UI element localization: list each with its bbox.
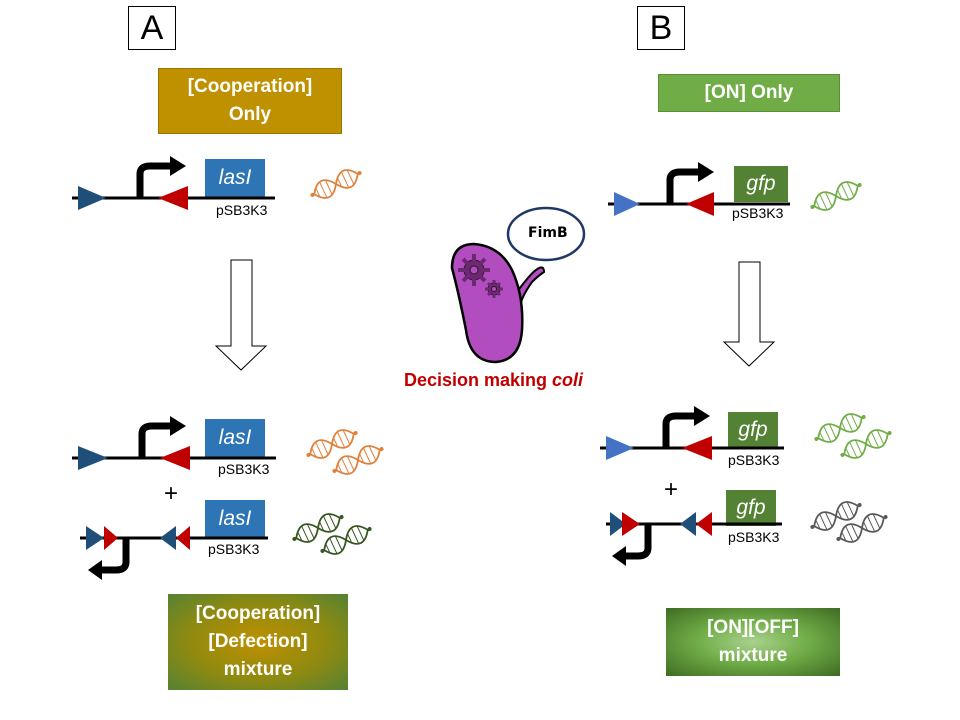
panel-a-bottom-title: [Cooperation] [Defection] mixture [168,594,348,690]
bacterium-icon [450,242,546,364]
panel-a-bottom-gene-box: lasI [205,500,265,538]
panel-a-bottom-construct [80,526,268,580]
caption-main-text: Decision making [404,370,553,390]
panel-a-top-title: [Cooperation] Only [158,68,342,134]
panel-b-label: B [637,6,685,50]
panel-b-bottom-construct [606,512,782,566]
panel-b-top-construct [608,162,790,216]
panel-a-mid-plasmid-label: pSB3K3 [218,461,270,477]
recombination-site-icon [78,186,106,210]
panel-b-mid-gene-box: gfp [728,412,778,448]
panel-a-top-gene-box: lasI [205,159,265,197]
dna-helix-icon [305,163,367,205]
fimb-label: FimB [528,225,568,241]
panel-a-label: A [128,6,176,50]
panel-b-top-gene-box: gfp [734,166,788,202]
panel-b-bottom-gene-box: gfp [726,490,776,526]
panel-b-plus: + [664,476,679,503]
panel-a-mid-gene-box: lasI [205,419,265,457]
down-arrow-icon [722,261,776,367]
promoter-arrow-icon [136,162,172,198]
panel-a-top-plasmid-label: pSB3K3 [216,202,268,218]
recombination-site-icon [158,186,188,210]
panel-b-bottom-plasmid-label: pSB3K3 [728,529,780,545]
caption-italic-text: coli [552,370,584,390]
panel-b-top-title: [ON] Only [658,74,840,112]
panel-a-bottom-plasmid-label: pSB3K3 [208,541,260,557]
panel-b-mid-construct [600,406,784,460]
panel-a-plus: + [164,480,179,507]
panel-b-top-plasmid-label: pSB3K3 [732,205,784,221]
panel-a-mid-construct [72,416,276,470]
panel-b-mid-plasmid-label: pSB3K3 [728,452,780,468]
center-caption: Decision making coli [404,370,583,391]
fimb-speech-bubble [506,206,586,262]
panel-a-top-construct [72,156,275,210]
panel-b-bottom-title: [ON][OFF] mixture [666,608,840,676]
down-arrow-icon [214,259,268,371]
